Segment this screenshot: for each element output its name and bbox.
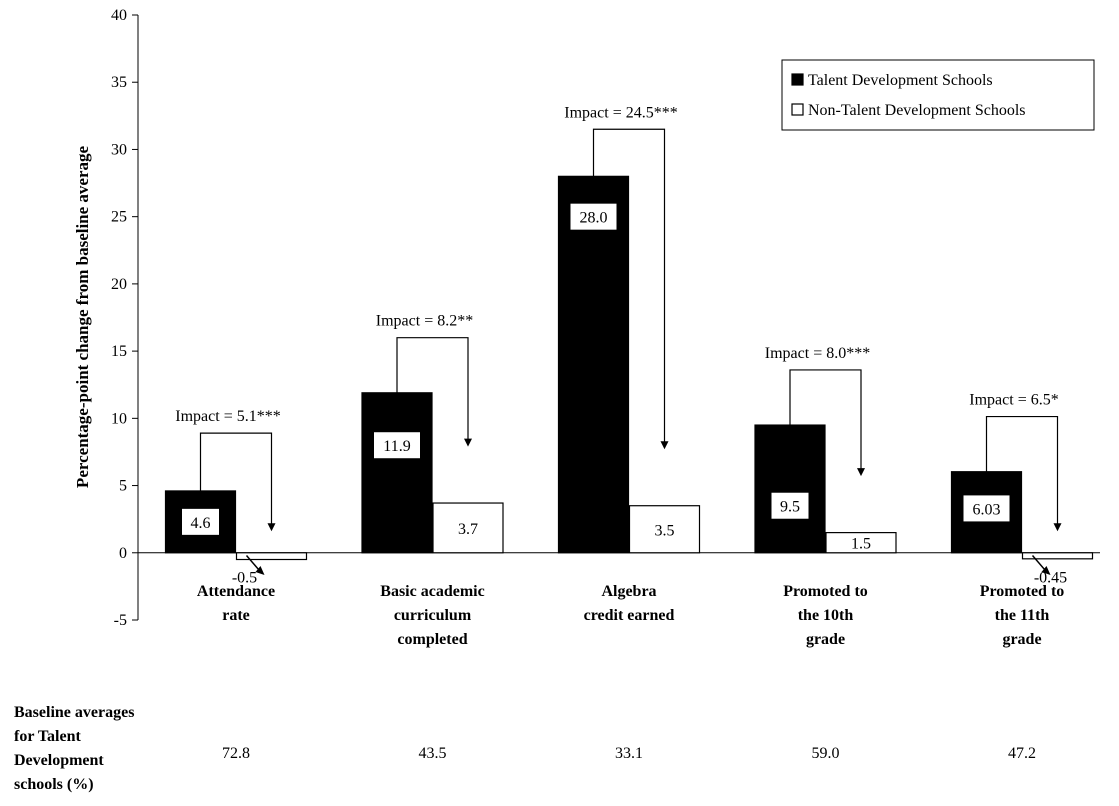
- category-label-line: credit earned: [584, 607, 675, 624]
- y-axis-label: Percentage-point change from baseline av…: [73, 145, 92, 488]
- category-label-line: Promoted to: [783, 583, 868, 600]
- impact-label: Impact = 8.0***: [765, 345, 870, 362]
- category-label: Promoted to the 11th grade: [980, 583, 1065, 648]
- y-tick-label: 10: [111, 410, 127, 427]
- y-tick-label: 5: [119, 478, 127, 495]
- bar-non-talent-development: [432, 502, 504, 554]
- legend-label: Talent Development Schools: [808, 72, 993, 89]
- baseline-averages: 72.8 43.5 33.1 59.0 47.2 Baseline averages for…: [14, 704, 1036, 793]
- bar-value-label-talent-development: 11.9: [383, 438, 410, 455]
- baseline-value: 72.8: [222, 745, 250, 762]
- baseline-row-label-line: schools (%): [14, 776, 94, 793]
- baseline-value: 33.1: [615, 745, 643, 762]
- category-label-line: Promoted to: [980, 583, 1065, 600]
- category-label-line: rate: [222, 607, 250, 624]
- baseline-row-label-line: Baseline averages: [14, 704, 134, 721]
- impact-arrowhead: [660, 441, 669, 450]
- bar-talent-development: [754, 424, 826, 554]
- category-label-line: the 11th: [995, 607, 1050, 624]
- impact-bracket: [396, 337, 469, 441]
- legend-swatch: [791, 73, 804, 86]
- bar-value-label-non-talent-development: 3.5: [655, 522, 675, 539]
- impact-bracket: [789, 369, 862, 471]
- bar-value-label-non-talent-development: 3.7: [458, 521, 478, 538]
- y-tick-label: 15: [111, 343, 127, 360]
- legend-box: [781, 59, 1095, 131]
- category-label: Algebra credit earned: [584, 583, 675, 624]
- baseline-row-label: Baseline averages for Talent Development sc…: [14, 704, 134, 793]
- category-labels: Attendance rate Basic academic curriculum co…: [197, 583, 1064, 648]
- bar-value-label-talent-development: 9.5: [780, 499, 800, 516]
- impact-bracket: [592, 128, 666, 444]
- impact-label: Impact = 8.2**: [376, 313, 473, 330]
- baseline-value: 43.5: [419, 745, 447, 762]
- bar-value-box: [963, 495, 1010, 522]
- bar-non-talent-development: [628, 505, 701, 554]
- bar-value-label-talent-development: 28.0: [580, 210, 608, 227]
- impact-label: Impact = 5.1***: [175, 408, 280, 425]
- category-label-line: completed: [397, 631, 467, 648]
- category-label-line: the 10th: [798, 607, 854, 624]
- y-tick-label: 35: [111, 74, 127, 91]
- category-label-line: Algebra: [601, 583, 656, 600]
- bar-non-talent-development: [1021, 552, 1094, 560]
- impact-arrowhead: [857, 468, 865, 477]
- bar-value-box: [771, 492, 809, 519]
- y-tick-label: 30: [111, 141, 127, 158]
- impact-bracket: [199, 432, 273, 526]
- impact-bracket: [985, 415, 1059, 526]
- category-label: Basic academic curriculum completed: [380, 583, 484, 648]
- impact-label: Impact = 6.5*: [969, 392, 1058, 409]
- impact-arrowhead: [1053, 523, 1062, 532]
- category-label-line: Basic academic: [380, 583, 484, 600]
- negative-value-arrowhead: [255, 565, 265, 575]
- baseline-row-label-line: for Talent: [14, 728, 82, 745]
- bar-value-label-non-talent-development: 1.5: [851, 536, 871, 553]
- category-label: Promoted to the 10th grade: [783, 583, 868, 648]
- legend-swatch: [791, 103, 804, 116]
- bar-value-box: [374, 432, 420, 459]
- impact-arrowhead: [464, 438, 472, 447]
- y-tick-label: 0: [119, 545, 127, 562]
- category-label-line: grade: [806, 631, 845, 648]
- bar-value-label-non-talent-development: -0.45: [1034, 570, 1067, 587]
- category-label-line: curriculum: [394, 607, 472, 624]
- y-tick-label: 40: [111, 7, 127, 24]
- y-tick-label: 25: [111, 209, 127, 226]
- baseline-value: 59.0: [812, 745, 840, 762]
- bar-talent-development: [557, 175, 630, 554]
- legend: Talent Development Schools Non-Talent Dev…: [781, 59, 1095, 131]
- bar-value-box: [570, 203, 617, 230]
- category-label-line: grade: [1002, 631, 1041, 648]
- bar-non-talent-development: [235, 552, 308, 561]
- bar-value-label-talent-development: 4.6: [191, 515, 211, 532]
- impact-annotations: Impact = 5.1*** Impact = 8.2** Impact = 24…: [175, 104, 1062, 532]
- baseline-row-label-line: Development: [14, 752, 104, 769]
- bar-value-box: [182, 508, 219, 535]
- negative-value-arrowhead: [1041, 565, 1051, 575]
- y-tick-label: -5: [114, 612, 127, 629]
- bars: 4.6 -0.5 11.9 3.7 28.0 3.5 9.5 1.5 6.03 -0.45: [164, 175, 1094, 587]
- bar-talent-development: [361, 392, 433, 554]
- impact-arrowhead: [267, 523, 276, 532]
- y-tick-label: 20: [111, 276, 127, 293]
- bar-non-talent-development: [825, 532, 897, 554]
- bar-value-label-non-talent-development: -0.5: [232, 570, 257, 587]
- legend-label: Non-Talent Development Schools: [808, 102, 1026, 119]
- impact-label: Impact = 24.5***: [564, 104, 677, 121]
- category-label-line: Attendance: [197, 583, 275, 600]
- bar-value-label-talent-development: 6.03: [973, 501, 1001, 518]
- category-label: Attendance rate: [197, 583, 275, 624]
- baseline-value: 47.2: [1008, 745, 1036, 762]
